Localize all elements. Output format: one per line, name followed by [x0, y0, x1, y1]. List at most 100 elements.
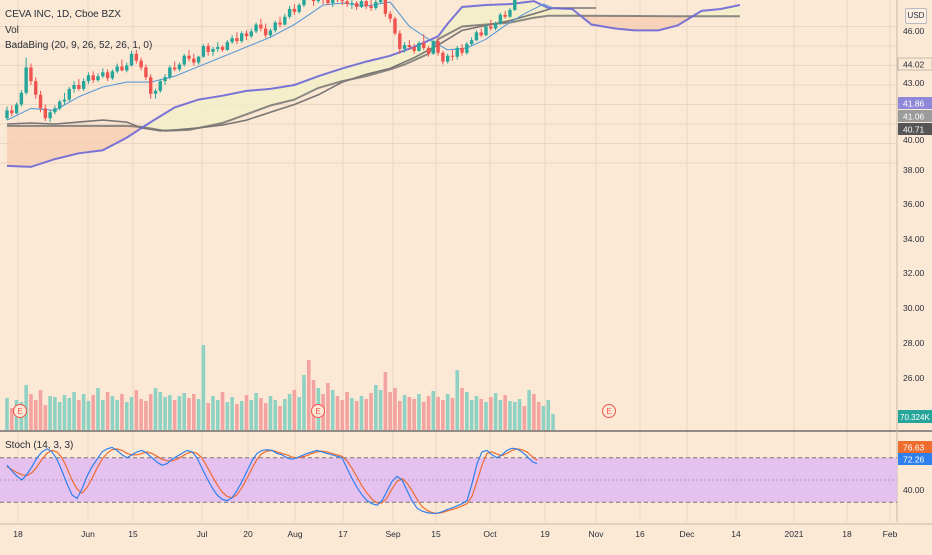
volume-bar [293, 390, 297, 430]
candle-body [513, 0, 516, 10]
volume-bar [374, 385, 378, 430]
x-tick-label: Sep [385, 529, 400, 539]
volume-bar [48, 396, 52, 430]
volume-bar [130, 397, 134, 430]
candle-body [144, 67, 147, 77]
candle-body [10, 110, 13, 113]
volume-bar [53, 397, 57, 430]
candle-body [96, 76, 99, 80]
candle-body [494, 24, 497, 29]
volume-bar [106, 392, 110, 430]
candle-body [412, 47, 415, 51]
badabing-legend[interactable]: BadaBing (20, 9, 26, 52, 26, 1, 0) [5, 40, 152, 51]
candle-body [20, 93, 23, 105]
y-tick-label: 34.00 [903, 234, 925, 244]
volume-bar [230, 397, 234, 430]
candle-body [489, 27, 492, 29]
volume-bar [67, 398, 71, 430]
volume-bar [187, 398, 191, 430]
candle-body [432, 41, 435, 54]
volume-bar [29, 394, 33, 430]
volume-bar [398, 401, 402, 430]
candle-body [159, 81, 162, 91]
volume-bar [101, 400, 105, 430]
candle-body [345, 1, 348, 4]
candle-body [408, 45, 411, 47]
volume-bar [542, 406, 546, 430]
candle-body [274, 23, 277, 31]
candle-body [130, 54, 133, 66]
volume-bar [532, 394, 536, 430]
volume-bar [518, 399, 522, 430]
candle-body [226, 42, 229, 50]
volume-bar [384, 372, 388, 430]
candle-body [293, 9, 296, 12]
x-tick-label: 15 [431, 529, 441, 539]
candle-body [216, 47, 219, 49]
volume-bar [297, 397, 301, 430]
symbol-legend[interactable]: CEVA INC, 1D, Cboe BZX [5, 9, 121, 20]
volume-bar [249, 400, 253, 430]
x-tick-label: 16 [635, 529, 645, 539]
candle-body [192, 59, 195, 63]
candle-body [422, 43, 425, 48]
candle-body [283, 17, 286, 25]
candle-body [125, 66, 128, 71]
volume-bar [226, 402, 230, 430]
volume-bar [503, 395, 507, 430]
volume-bar [341, 400, 345, 430]
volume-bar [494, 393, 498, 430]
candle-body [288, 9, 291, 17]
volume-bar [63, 395, 67, 430]
volume-bar [182, 393, 186, 430]
x-tick-label: 14 [731, 529, 741, 539]
volume-bar [513, 402, 517, 430]
y-tick-label: 38.00 [903, 165, 925, 175]
volume-bar [408, 397, 412, 430]
candle-body [101, 72, 104, 76]
y-tick-label: 32.00 [903, 268, 925, 278]
volume-bar [331, 390, 335, 430]
candle-body [135, 54, 138, 61]
earnings-marker-label: E [17, 407, 22, 416]
volume-bar [326, 383, 330, 430]
candle-body [317, 0, 320, 1]
candle-body [470, 40, 473, 44]
volume-bar [206, 403, 210, 430]
volume-axis-label: 70.324K [900, 413, 930, 422]
x-tick-label: Aug [287, 529, 302, 539]
x-tick-label: Jul [197, 529, 208, 539]
volume-bar [451, 398, 455, 430]
candle-body [499, 15, 502, 24]
x-tick-label: Feb [883, 529, 898, 539]
x-tick-label: 2021 [785, 529, 804, 539]
candle-body [168, 67, 171, 77]
volume-bar [216, 400, 220, 430]
candle-body [259, 25, 262, 29]
candle-body [211, 49, 214, 52]
candle-body [154, 91, 157, 94]
candle-body [460, 48, 463, 53]
volume-bar [369, 393, 373, 430]
volume-bar [479, 399, 483, 430]
candle-body [360, 1, 363, 7]
volume-bar [202, 345, 206, 430]
volume-bar [163, 397, 167, 430]
volume-bar [417, 394, 421, 430]
currency-button[interactable]: USD [905, 8, 927, 24]
volume-bar [499, 400, 503, 430]
volume-bar [91, 395, 95, 430]
candle-body [393, 19, 396, 34]
volume-bar [111, 396, 115, 430]
volume-bar [115, 400, 119, 430]
candle-body [68, 89, 71, 100]
volume-bar [34, 400, 38, 430]
candle-body [48, 112, 51, 118]
volume-bar [96, 388, 100, 430]
volume-bar [154, 388, 158, 430]
volume-bar [475, 396, 479, 430]
stoch-legend[interactable]: Stoch (14, 3, 3) [5, 440, 73, 451]
volume-legend[interactable]: Vol [5, 25, 19, 36]
volume-bar [484, 402, 488, 430]
